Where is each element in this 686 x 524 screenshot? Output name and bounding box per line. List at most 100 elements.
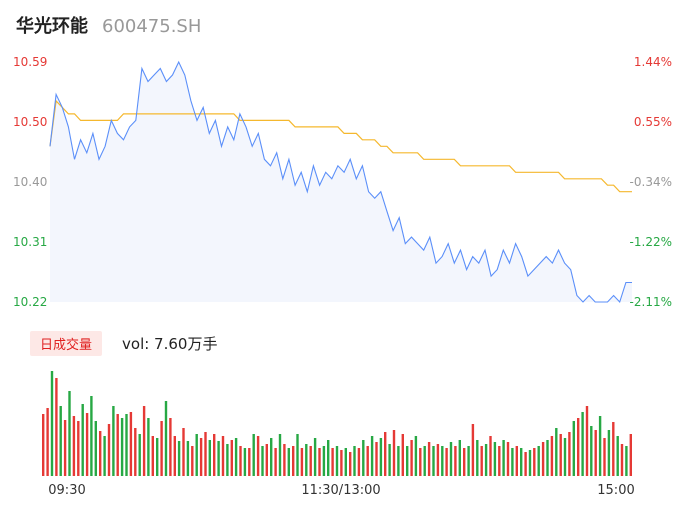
volume-bar bbox=[327, 440, 330, 476]
volume-bar bbox=[445, 448, 448, 476]
volume-bar bbox=[129, 412, 133, 476]
volume-bar bbox=[125, 414, 128, 476]
volume-bar bbox=[142, 406, 146, 476]
time-tick-label: 11:30/13:00 bbox=[301, 483, 380, 498]
percent-tick-label: -1.22% bbox=[630, 235, 672, 249]
volume-bar bbox=[318, 448, 321, 476]
volume-bar bbox=[335, 446, 339, 476]
percent-tick-label: 0.55% bbox=[634, 115, 672, 129]
volume-bar bbox=[191, 446, 194, 476]
volume-bar bbox=[370, 436, 374, 476]
volume-bar bbox=[612, 422, 615, 476]
volume-bar bbox=[537, 446, 540, 476]
volume-bar bbox=[458, 440, 461, 476]
volume-bar bbox=[449, 442, 453, 476]
volume-bar bbox=[151, 436, 154, 476]
volume-bar bbox=[50, 371, 54, 476]
volume-bar bbox=[484, 444, 488, 476]
volume-bar bbox=[568, 432, 571, 476]
volume-bar bbox=[296, 434, 299, 476]
average-price-series bbox=[49, 99, 632, 193]
volume-bar bbox=[366, 446, 369, 476]
volume-bar bbox=[55, 378, 58, 476]
volume-bar bbox=[349, 452, 352, 476]
volume-bar bbox=[186, 441, 190, 476]
volume-value: vol: 7.60万手 bbox=[122, 335, 218, 353]
volume-bar bbox=[476, 440, 479, 476]
volume-bar bbox=[63, 420, 67, 476]
percent-tick-label: -2.11% bbox=[630, 295, 672, 309]
volume-bar bbox=[217, 441, 220, 476]
volume-bar bbox=[572, 421, 575, 476]
volume-bar bbox=[309, 446, 312, 476]
volume-bar bbox=[480, 446, 483, 476]
volume-bar bbox=[46, 408, 49, 476]
volume-bar bbox=[274, 448, 277, 476]
volume-bar bbox=[112, 406, 115, 476]
volume-bar bbox=[72, 416, 76, 476]
volume-bar bbox=[616, 436, 619, 476]
price-tick-label: 10.40 bbox=[13, 175, 47, 189]
volume-bars bbox=[42, 371, 632, 476]
volume-bar bbox=[454, 446, 457, 476]
volume-bar bbox=[169, 418, 172, 476]
volume-bar bbox=[195, 434, 198, 476]
volume-bar bbox=[213, 434, 216, 476]
volume-bar bbox=[173, 436, 176, 476]
percent-tick-label: -0.34% bbox=[630, 175, 672, 189]
price-tick-label: 10.31 bbox=[13, 235, 47, 249]
volume-bar bbox=[463, 448, 466, 476]
volume-bar bbox=[300, 448, 304, 476]
volume-bar bbox=[594, 430, 597, 476]
volume-bar bbox=[493, 442, 497, 476]
volume-bar bbox=[375, 442, 378, 476]
volume-bar bbox=[85, 413, 89, 476]
volume-bar bbox=[585, 406, 589, 476]
volume-bar bbox=[331, 448, 334, 476]
percent-axis-labels: 1.44% 0.55% -0.34% -1.22% -2.11% bbox=[630, 55, 672, 309]
volume-bar bbox=[441, 446, 444, 476]
volume-bar bbox=[498, 446, 501, 476]
volume-bar bbox=[392, 430, 396, 476]
volume-bar bbox=[384, 432, 387, 476]
volume-bar bbox=[603, 438, 606, 476]
volume-bar bbox=[520, 448, 523, 476]
volume-bar bbox=[287, 448, 290, 476]
volume-bar bbox=[164, 401, 168, 476]
volume-bar bbox=[204, 432, 207, 476]
volume-bar bbox=[68, 391, 71, 476]
volume-bar bbox=[362, 440, 365, 476]
price-axis-labels: 10.59 10.50 10.40 10.31 10.22 bbox=[13, 55, 47, 309]
volume-bar bbox=[620, 444, 624, 476]
volume-bar bbox=[598, 416, 602, 476]
volume-bar bbox=[555, 428, 558, 476]
volume-bar bbox=[432, 446, 435, 476]
volume-bar bbox=[42, 414, 45, 476]
volume-bar bbox=[511, 448, 514, 476]
volume-bar bbox=[401, 434, 404, 476]
daily-volume-tag[interactable]: 日成交量 bbox=[30, 331, 103, 356]
volume-bar bbox=[322, 446, 326, 476]
volume-bar bbox=[353, 446, 356, 476]
volume-bar bbox=[94, 421, 97, 476]
volume-bar bbox=[344, 448, 347, 476]
volume-bar bbox=[357, 448, 361, 476]
volume-bar bbox=[541, 442, 545, 476]
percent-tick-label: 1.44% bbox=[634, 55, 672, 69]
volume-bar bbox=[397, 446, 400, 476]
volume-bar bbox=[59, 406, 62, 476]
volume-bar bbox=[515, 446, 518, 476]
volume-bar bbox=[107, 424, 111, 476]
volume-bar bbox=[234, 438, 238, 476]
volume-bar bbox=[90, 396, 93, 476]
price-line bbox=[49, 60, 632, 304]
price-tick-label: 10.50 bbox=[13, 115, 47, 129]
volume-bar bbox=[270, 438, 273, 476]
stock-header: 华光环能 600475.SH bbox=[16, 12, 201, 40]
volume-bar bbox=[221, 436, 225, 476]
time-axis-labels: 09:30 11:30/13:00 15:00 bbox=[48, 483, 634, 498]
volume-bar bbox=[182, 428, 185, 476]
volume-bar bbox=[410, 440, 413, 476]
price-tick-label: 10.59 bbox=[13, 55, 47, 69]
volume-bar bbox=[147, 418, 150, 476]
